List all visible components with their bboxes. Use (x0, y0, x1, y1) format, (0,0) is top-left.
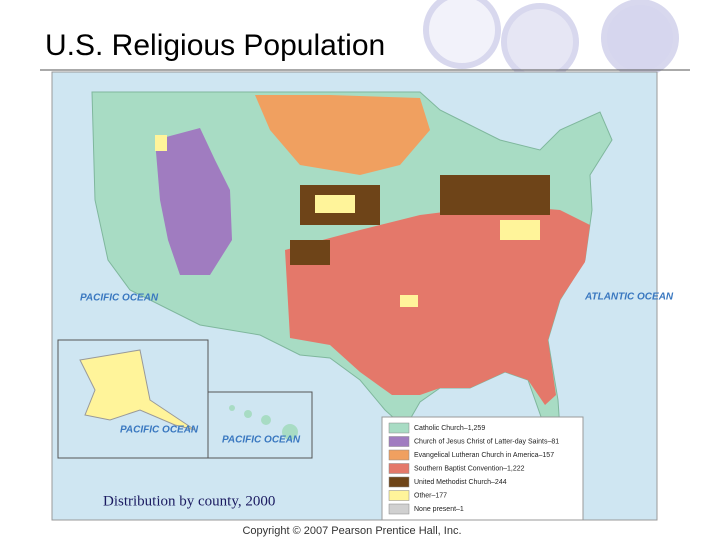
other-cluster (315, 195, 355, 213)
caption: Distribution by county, 2000 (103, 493, 275, 509)
lutheran-region (255, 95, 430, 175)
ocean-label: PACIFIC OCEAN (80, 293, 159, 304)
ocean-label: PACIFIC OCEAN (120, 425, 199, 436)
other-cluster (500, 220, 540, 240)
other-cluster (400, 295, 418, 307)
island (244, 410, 252, 418)
ocean-label: ATLANTIC OCEAN (584, 292, 674, 303)
ocean-label: PACIFIC OCEAN (222, 435, 301, 446)
island (261, 415, 271, 425)
legend-swatch (388, 503, 410, 515)
legend-swatch (388, 436, 410, 447)
legend-swatch (388, 476, 410, 488)
legend-swatch (388, 422, 410, 434)
legend-label: Church of Jesus Christ of Latter-day Sai… (414, 438, 559, 445)
legend: Catholic Church–1,259 Church of Jesus Chr… (388, 422, 559, 515)
methodist-clusters (290, 175, 550, 265)
legend-swatch (388, 463, 410, 474)
legend-label: None present–1 (414, 506, 464, 513)
island (229, 405, 235, 411)
slide-title: U.S. Religious Population (45, 29, 385, 62)
legend-swatch (388, 449, 410, 461)
legend-label: Catholic Church–1,259 (414, 425, 485, 432)
other-cluster (155, 135, 167, 151)
methodist-cluster (440, 175, 550, 215)
decor-circle (423, 0, 501, 69)
legend-swatch (388, 490, 410, 501)
alaska (79, 349, 196, 431)
hawaii-inset (207, 391, 313, 459)
decor-circle (501, 3, 579, 81)
decor-circle (601, 0, 679, 77)
lds-region (155, 128, 232, 275)
copyright: Copyright © 2007 Pearson Prentice Hall, … (242, 525, 461, 537)
hawaii (229, 405, 298, 440)
other-clusters (155, 135, 540, 307)
legend-box (381, 416, 584, 521)
island (282, 424, 298, 440)
legend-label: Evangelical Lutheran Church in America–1… (414, 452, 554, 459)
decor-circles (423, 0, 679, 81)
methodist-cluster (290, 240, 330, 265)
legend-label: United Methodist Church–244 (414, 479, 507, 486)
mainland (91, 91, 613, 431)
legend-label: Other–177 (414, 492, 447, 499)
baptist-region (285, 205, 590, 405)
legend-label: Southern Baptist Convention–1,222 (414, 465, 525, 472)
